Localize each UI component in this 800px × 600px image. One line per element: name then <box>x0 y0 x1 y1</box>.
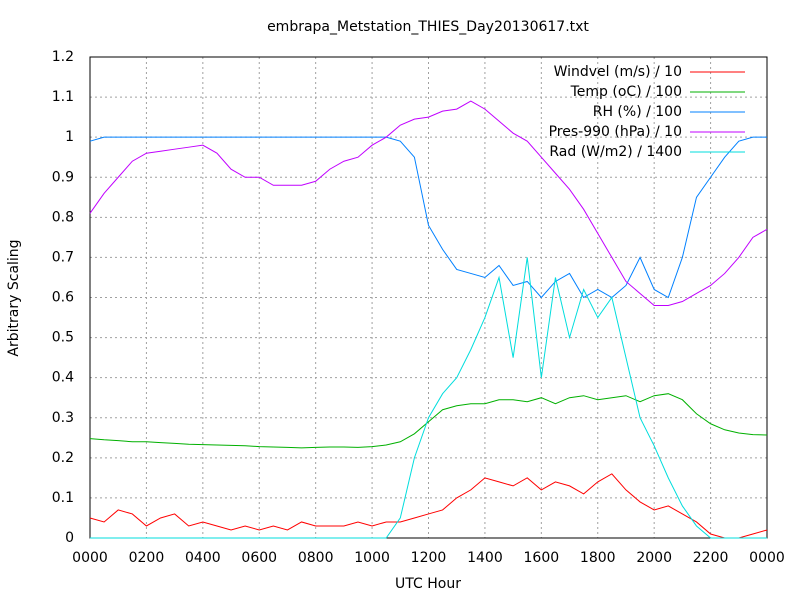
x-tick-label: 2000 <box>636 550 672 566</box>
x-tick-label: 1000 <box>354 550 390 566</box>
y-tick-label: 0.5 <box>52 330 74 346</box>
series-line <box>89 136 767 299</box>
y-tick-label: 0.6 <box>52 290 74 306</box>
series-line <box>89 473 768 539</box>
x-tick-label: 1800 <box>580 550 616 566</box>
x-tick-label: 1200 <box>411 550 447 566</box>
y-tick-label: 1.2 <box>52 49 74 65</box>
y-tick-label: 0.4 <box>52 370 74 386</box>
y-tick-label: 0.9 <box>52 169 74 185</box>
x-tick-label: 0400 <box>185 550 221 566</box>
y-tick-label: 1.1 <box>52 89 74 105</box>
y-tick-label: 0.7 <box>52 249 74 265</box>
x-tick-label: 0000 <box>72 550 108 566</box>
y-tick-label: 0.2 <box>52 450 74 466</box>
x-tick-label: 0600 <box>241 550 277 566</box>
x-tick-label: 1400 <box>467 550 503 566</box>
legend-label: RH (%) / 100 <box>593 104 682 120</box>
legend-label: Pres-990 (hPa) / 10 <box>549 124 682 140</box>
legend-label: Windvel (m/s) / 10 <box>554 64 682 80</box>
series-line <box>89 100 768 307</box>
legend-label: Temp (oC) / 100 <box>570 84 682 100</box>
x-tick-label: 2200 <box>693 550 729 566</box>
series-line <box>90 257 767 539</box>
x-tick-label: 1600 <box>524 550 560 566</box>
x-tick-label: 0000 <box>749 550 785 566</box>
y-tick-label: 0 <box>65 530 74 546</box>
y-tick-label: 0.8 <box>52 209 74 225</box>
y-tick-label: 0.1 <box>52 490 74 506</box>
x-tick-label: 0200 <box>129 550 165 566</box>
chart-title: embrapa_Metstation_THIES_Day20130617.txt <box>267 19 589 35</box>
series-line <box>89 393 768 449</box>
y-axis-label: Arbitrary Scaling <box>6 239 22 356</box>
plot-frame <box>89 56 768 539</box>
y-tick-label: 1 <box>65 129 74 145</box>
y-tick-label: 0.3 <box>52 410 74 426</box>
legend-label: Rad (W/m2) / 1400 <box>549 144 682 160</box>
x-tick-label: 0800 <box>298 550 334 566</box>
x-axis-label: UTC Hour <box>395 576 461 592</box>
